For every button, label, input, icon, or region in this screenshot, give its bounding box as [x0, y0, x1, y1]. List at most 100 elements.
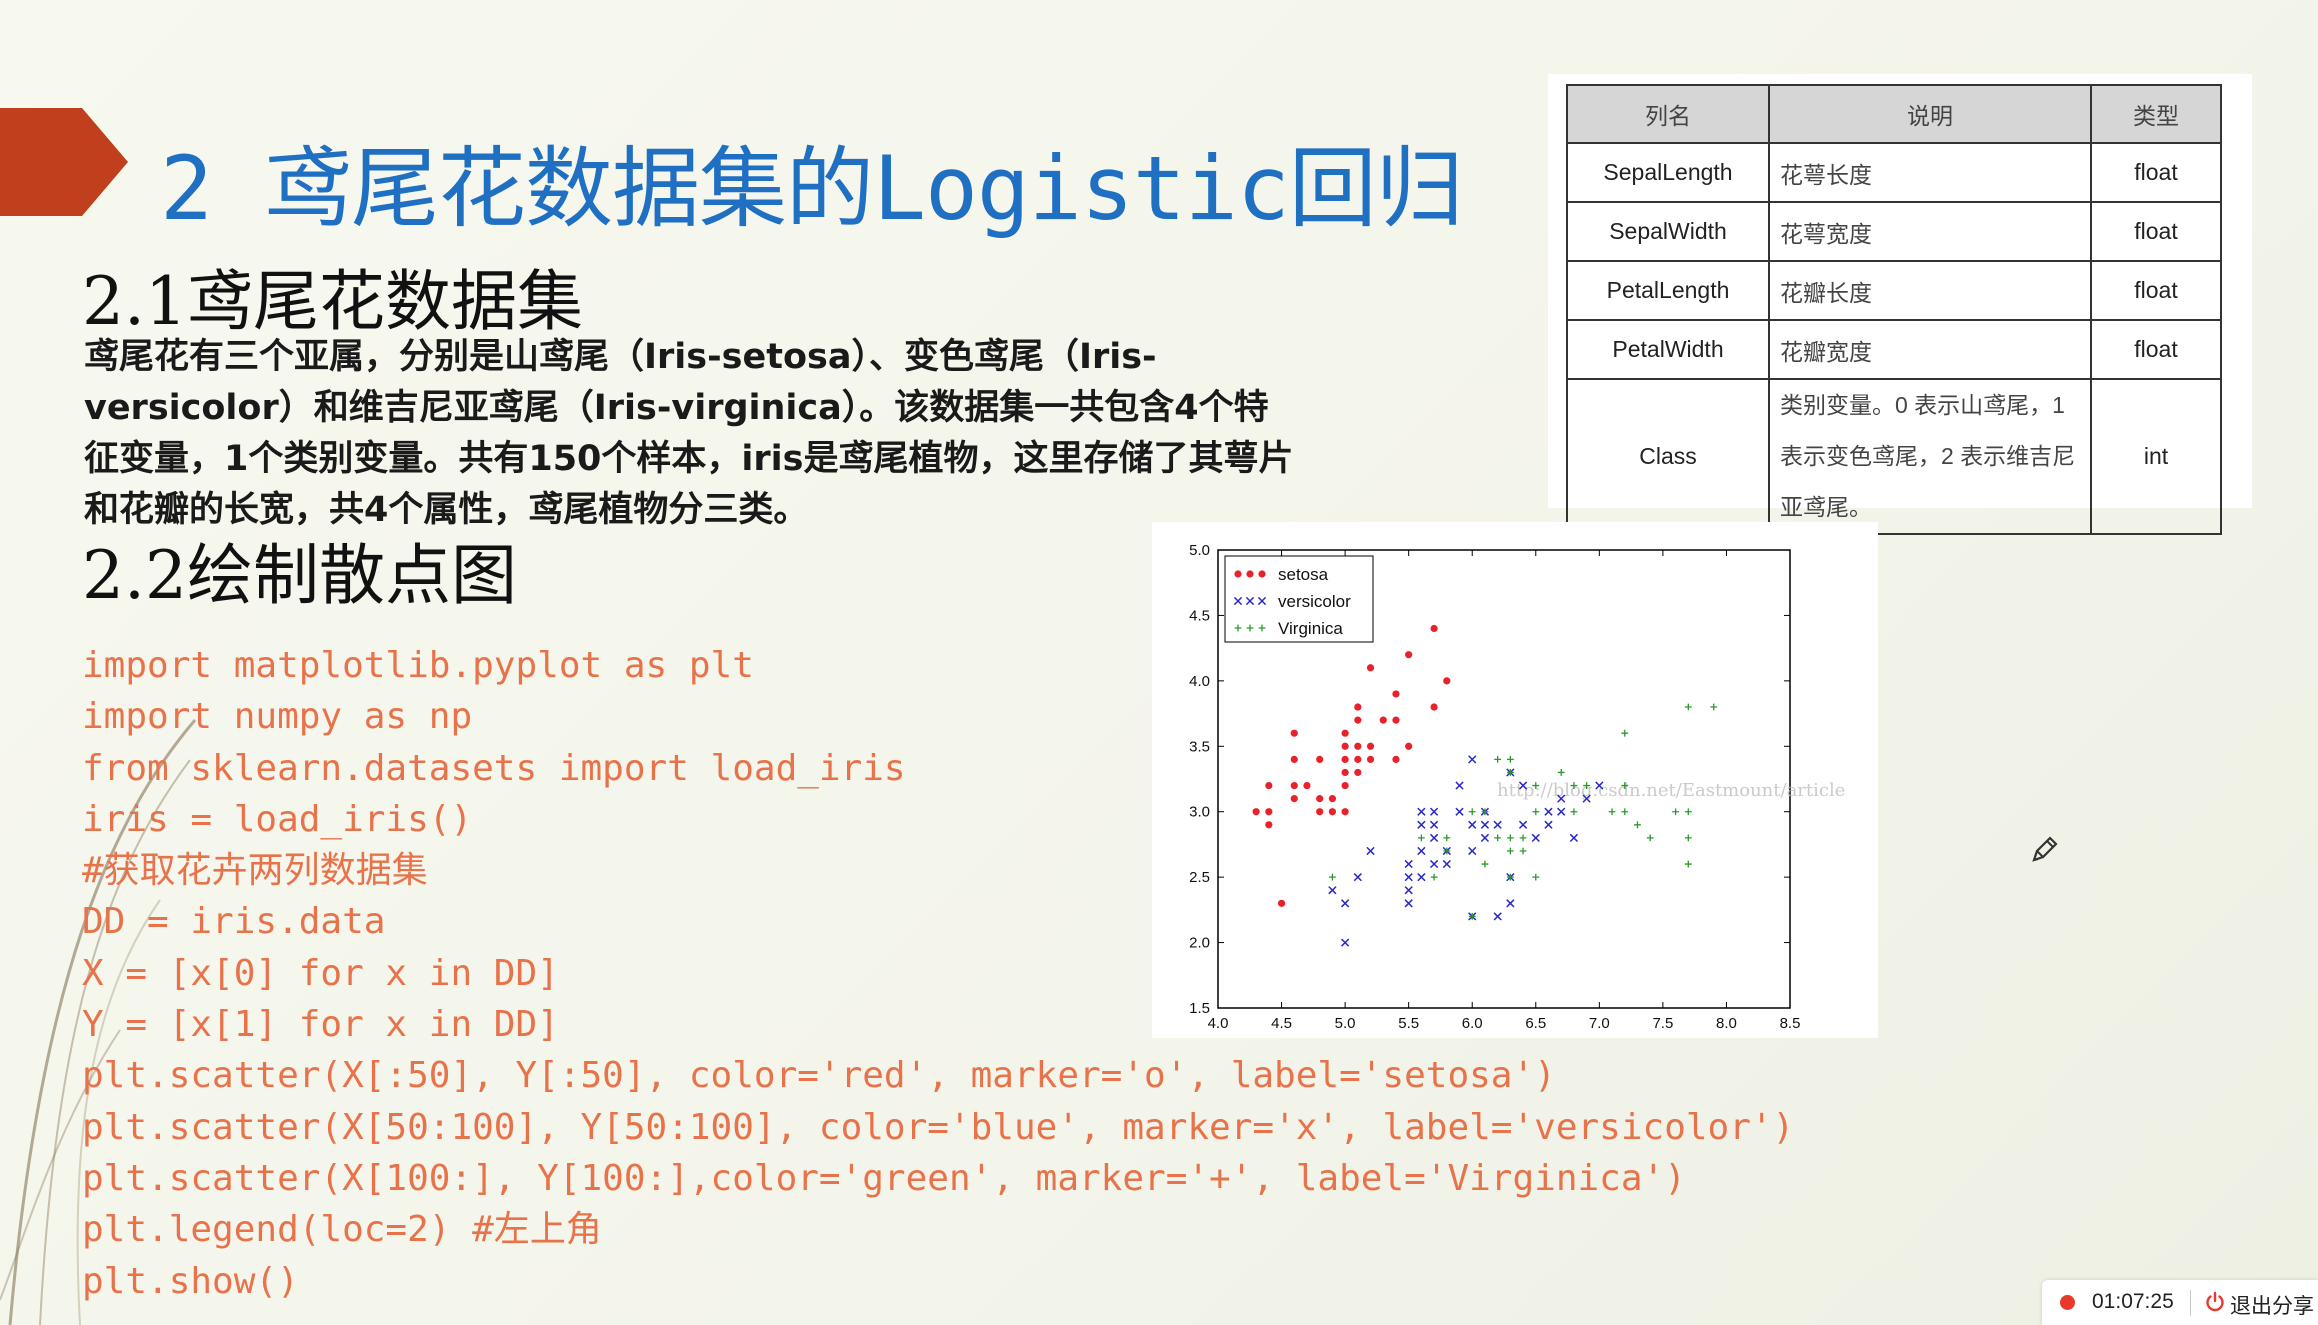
- setosa-point: [1328, 808, 1336, 816]
- code-block: import matplotlib.pyplot as plt import n…: [82, 640, 1794, 1307]
- virginica-point: [1417, 834, 1425, 842]
- setosa-point: [1366, 755, 1375, 763]
- legend-marker-virginica: [1246, 624, 1254, 632]
- versicolor-point: [1417, 846, 1426, 856]
- virginica-point: [1684, 834, 1692, 842]
- cell-name: PetalWidth: [1566, 319, 1770, 380]
- y-tick-label: 4.5: [1189, 607, 1210, 624]
- legend-label-virginica: Virginica: [1278, 619, 1343, 638]
- versicolor-point: [1429, 807, 1439, 816]
- x-tick-label: 5.5: [1398, 1015, 1419, 1032]
- screen-share-status-bar: 01:07:25 退出分享: [2042, 1280, 2318, 1325]
- cell-type: float: [2090, 319, 2222, 380]
- setosa-point: [1341, 729, 1349, 737]
- y-tick-label: 3.0: [1189, 804, 1210, 821]
- virginica-point: [1621, 782, 1629, 789]
- setosa-point: [1341, 768, 1349, 777]
- setosa-point: [1341, 755, 1349, 763]
- power-icon: [2206, 1291, 2224, 1312]
- iris-description: 鸢尾花有三个亚属，分别是山鸢尾（Iris-setosa）、变色鸢尾（Iris- …: [84, 332, 1564, 536]
- versicolor-point: [1569, 833, 1579, 843]
- description-line: versicolor）和维吉尼亚鸢尾（Iris-virginica）。该数据集一…: [84, 388, 1269, 428]
- versicolor-point: [1595, 781, 1604, 790]
- section-heading-iris-dataset: 2.1鸢尾花数据集: [82, 263, 583, 340]
- record-dot-icon: [2060, 1295, 2075, 1310]
- virginica-point: [1430, 873, 1438, 881]
- setosa-point: [1354, 755, 1362, 763]
- versicolor-point: [1442, 859, 1451, 869]
- versicolor-point: [1493, 820, 1502, 829]
- virginica-point: [1672, 808, 1679, 816]
- cell-name: SepalWidth: [1566, 201, 1770, 262]
- scatter-chart-panel: 4.0 4.5 5.0 5.5 6.0 6.5 7.0 7.5 8.0 8.5 1.5 2.0 2.5 3…: [1152, 522, 1878, 1038]
- cell-type: float: [2090, 142, 2222, 203]
- code-line: plt.show(): [82, 1260, 299, 1302]
- versicolor-point: [1468, 846, 1477, 856]
- share-timer: 01:07:25: [2092, 1290, 2174, 1313]
- code-line: plt.scatter(X[50:100], Y[50:100], color=…: [82, 1106, 1795, 1148]
- virginica-point: [1443, 834, 1451, 842]
- versicolor-point: [1404, 859, 1413, 869]
- versicolor-point: [1404, 873, 1413, 882]
- virginica-point: [1532, 782, 1540, 789]
- legend-marker-versicolor: [1245, 596, 1255, 606]
- cell-description: 花瓣宽度: [1768, 319, 2092, 380]
- code-comment-line: #获取花卉两列数据集: [82, 850, 428, 892]
- virginica-point: [1621, 729, 1629, 737]
- cell-name: PetalLength: [1566, 260, 1770, 321]
- legend-marker-setosa: [1234, 570, 1242, 578]
- setosa-point: [1290, 795, 1298, 803]
- virginica-point: [1506, 873, 1514, 881]
- setosa-point: [1405, 651, 1413, 659]
- cell-description: 花萼宽度: [1768, 201, 2092, 262]
- watermark-text: http://blog.csdn.net/Eastmount/article: [1497, 780, 1845, 801]
- y-tick-label: 2.0: [1189, 935, 1210, 952]
- table-row: Class 类别变量。0 表示山鸢尾，1 表示变色鸢尾，2 表示维吉尼亚鸢尾。 …: [1566, 378, 2222, 535]
- setosa-point: [1265, 781, 1273, 790]
- description-line: 征变量，1个类别变量。共有150个样本，iris是鸢尾植物，这里存储了其萼片: [84, 439, 1294, 479]
- iris-attribute-table: 列名 说明 类型 SepalLength 花萼长度 float SepalWid…: [1566, 84, 2222, 535]
- x-tick-label: 6.5: [1525, 1015, 1546, 1032]
- code-line: plt.scatter(X[100:], Y[100:],color='gree…: [82, 1157, 1686, 1199]
- versicolor-point: [1506, 899, 1515, 908]
- decorative-curves: [0, 719, 197, 1325]
- setosa-point: [1392, 716, 1400, 724]
- versicolor-point: [1518, 820, 1528, 829]
- legend-marker-versicolor: [1257, 596, 1267, 606]
- virginica-point: [1557, 769, 1565, 776]
- setosa-point: [1430, 703, 1438, 711]
- setosa-point: [1354, 742, 1362, 750]
- cell-description: 花瓣长度: [1768, 260, 2092, 321]
- setosa-point: [1392, 690, 1400, 698]
- x-tick-label: 7.0: [1589, 1015, 1610, 1032]
- setosa-point: [1341, 808, 1349, 816]
- virginica-point: [1481, 808, 1489, 816]
- versicolor-point: [1582, 794, 1591, 803]
- setosa-point: [1405, 742, 1413, 750]
- setosa-point: [1354, 716, 1362, 724]
- virginica-point: [1621, 808, 1629, 816]
- versicolor-point: [1518, 781, 1528, 790]
- virginica-point: [1494, 755, 1502, 763]
- versicolor-point: [1429, 859, 1439, 869]
- legend-marker-virginica: [1258, 624, 1266, 632]
- virginica-point: [1532, 873, 1540, 881]
- setosa-point: [1366, 742, 1375, 750]
- setosa-point: [1303, 781, 1311, 790]
- versicolor-point: [1366, 846, 1375, 856]
- versicolor-point: [1531, 833, 1540, 843]
- versicolor-point: [1468, 755, 1477, 764]
- y-tick-label: 1.5: [1189, 1000, 1210, 1017]
- iris-scatter-chart: 4.0 4.5 5.0 5.5 6.0 6.5 7.0 7.5 8.0 8.5 1.5 2.0 2.5 3…: [1189, 542, 1845, 1032]
- legend-marker-versicolor: [1233, 596, 1243, 606]
- versicolor-point: [1328, 886, 1337, 895]
- pen-icon[interactable]: [2028, 832, 2062, 866]
- code-line: import matplotlib.pyplot as plt: [82, 645, 754, 686]
- code-line: import numpy as np: [82, 696, 473, 738]
- versicolor-point: [1544, 820, 1553, 829]
- virginica-point: [1494, 834, 1502, 842]
- setosa-point: [1316, 808, 1324, 816]
- virginica-point: [1468, 913, 1476, 920]
- y-tick-label: 2.5: [1189, 869, 1210, 886]
- virginica-point: [1519, 847, 1527, 855]
